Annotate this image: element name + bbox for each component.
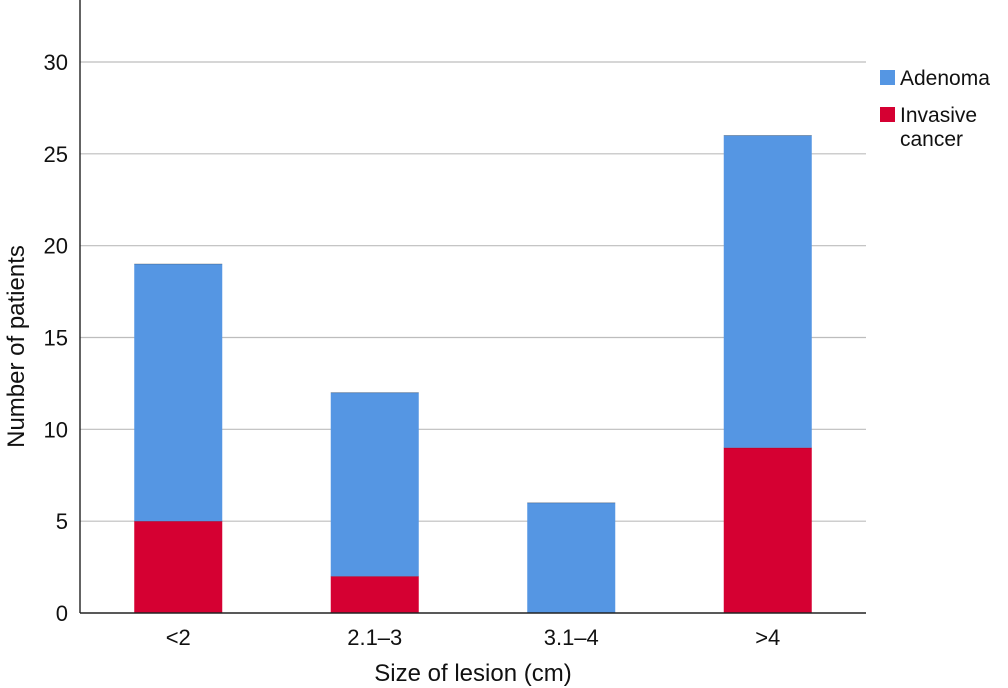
legend-label: Adenoma — [900, 67, 990, 90]
y-tick-label: 10 — [44, 417, 68, 442]
x-axis-title: Size of lesion (cm) — [374, 660, 571, 687]
legend-swatch — [880, 107, 895, 122]
x-tick-label: <2 — [166, 625, 191, 650]
legend-swatch — [880, 70, 895, 85]
bar-segment-adenoma — [330, 392, 419, 577]
axes — [79, 0, 866, 614]
bar-segment-invasive-cancer — [330, 576, 419, 613]
y-tick-label: 20 — [44, 234, 68, 259]
legend-label: cancer — [900, 128, 963, 151]
y-tick-labels: 0 5 10 15 20 25 30 — [44, 50, 68, 626]
y-tick-label: 15 — [44, 326, 68, 351]
y-tick-label: 0 — [56, 601, 68, 626]
y-tick-label: 30 — [44, 50, 68, 75]
x-tick-label: 3.1–4 — [544, 625, 599, 650]
y-tick-label: 25 — [44, 142, 68, 167]
bar-segment-invasive-cancer — [723, 447, 812, 613]
y-tick-label: 5 — [56, 509, 68, 534]
x-tick-label: 2.1–3 — [347, 625, 402, 650]
y-axis-title: Number of patients — [3, 245, 30, 448]
bar-segment-invasive-cancer — [134, 521, 223, 613]
bar-segment-adenoma — [134, 264, 223, 522]
bar-segment-adenoma — [723, 135, 812, 448]
x-tick-label: >4 — [755, 625, 780, 650]
bars — [134, 134, 812, 613]
bar-segment-adenoma — [527, 502, 616, 613]
x-tick-labels: <2 2.1–3 3.1–4 >4 — [166, 625, 781, 650]
legend-label: Invasive — [900, 104, 977, 127]
